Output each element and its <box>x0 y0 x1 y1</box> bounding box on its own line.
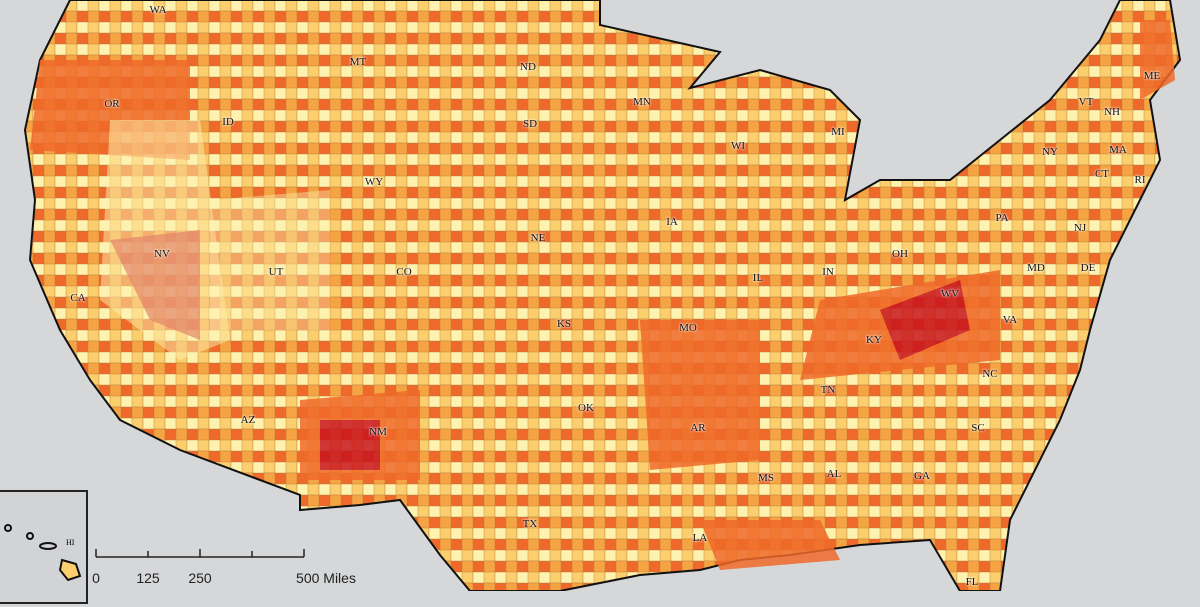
scale-tick-125: 125 <box>136 570 160 586</box>
state-label-ok: OK <box>578 402 594 414</box>
state-label-al: AL <box>826 468 842 480</box>
state-label-pa: PA <box>995 212 1009 224</box>
scale-tick-0: 0 <box>92 570 100 586</box>
state-label-sc: SC <box>971 422 985 434</box>
state-label-nv: NV <box>154 248 170 260</box>
state-label-mo: MO <box>679 322 697 334</box>
state-label-mn: MN <box>633 96 651 108</box>
state-label-co: CO <box>396 266 412 278</box>
state-label-ne: NE <box>530 232 546 244</box>
state-label-de: DE <box>1080 262 1096 274</box>
high-rate-regions <box>30 20 1175 570</box>
state-label-vt: VT <box>1078 96 1094 108</box>
hawaii-islands-icon <box>4 524 82 582</box>
state-label-ks: KS <box>556 318 572 330</box>
state-label-wy: WY <box>364 176 384 188</box>
state-label-me: ME <box>1143 70 1161 82</box>
state-label-wi: WI <box>730 140 746 152</box>
state-label-mi: MI <box>831 126 845 138</box>
state-label-oh: OH <box>892 248 908 260</box>
state-label-wv: WV <box>940 288 960 300</box>
state-label-va: VA <box>1002 314 1018 326</box>
scale-bar <box>95 549 305 558</box>
state-label-az: AZ <box>240 414 256 426</box>
state-label-ma: MA <box>1109 144 1127 156</box>
hawaii-inset: HI <box>0 490 88 604</box>
state-label-nd: ND <box>520 61 536 73</box>
state-label-ut: UT <box>268 266 284 278</box>
state-label-ia: IA <box>666 216 678 228</box>
state-label-ny: NY <box>1042 146 1058 158</box>
state-label-fl: FL <box>965 576 979 588</box>
us-county-map <box>23 0 1182 591</box>
state-label-ms: MS <box>758 472 774 484</box>
state-label-nj: NJ <box>1073 222 1087 234</box>
state-label-il: IL <box>752 272 764 284</box>
state-label-md: MD <box>1027 262 1045 274</box>
state-label-tx: TX <box>522 518 538 530</box>
state-label-ca: CA <box>70 292 86 304</box>
scale-tick-500: 500 Miles <box>296 570 356 586</box>
state-label-or: OR <box>104 98 120 110</box>
state-label-ri: RI <box>1134 174 1146 186</box>
state-label-nm: NM <box>369 426 387 438</box>
state-label-wa: WA <box>149 4 167 16</box>
scale-tick-250: 250 <box>188 570 212 586</box>
state-label-sd: SD <box>522 118 538 130</box>
state-label-mt: MT <box>349 56 367 68</box>
state-label-la: LA <box>692 532 708 544</box>
state-label-in: IN <box>822 266 834 278</box>
state-label-tn: TN <box>820 384 836 396</box>
state-label-ct: CT <box>1094 168 1110 180</box>
state-label-ky: KY <box>866 334 882 346</box>
state-label-nc: NC <box>982 368 998 380</box>
state-label-ar: AR <box>690 422 706 434</box>
state-label-ga: GA <box>914 470 930 482</box>
hawaii-label: HI <box>66 538 75 547</box>
state-label-nh: NH <box>1104 106 1120 118</box>
state-label-id: ID <box>222 116 234 128</box>
